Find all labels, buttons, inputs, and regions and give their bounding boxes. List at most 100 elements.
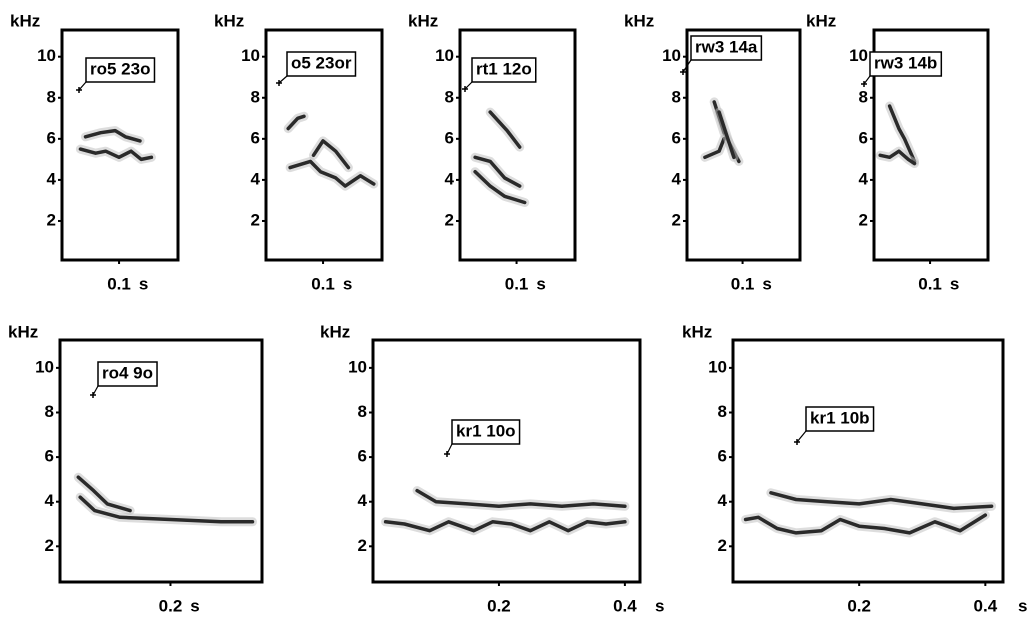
panel-label: rw3 14b xyxy=(874,53,937,72)
y-tick-label: 2 xyxy=(672,210,681,229)
trace xyxy=(717,110,736,160)
x-axis-unit: s xyxy=(1018,596,1027,615)
x-axis-unit: s xyxy=(950,274,959,293)
y-tick-label: 6 xyxy=(445,128,454,147)
x-tick-label: 0.2 xyxy=(159,596,183,615)
y-tick-label: 8 xyxy=(445,87,454,106)
label-leader xyxy=(682,59,692,73)
panel: kHz 2 4 6 8 10 0.1 s rw3 14b xyxy=(806,11,990,293)
panel: kHz 2 4 6 8 10 0.2 s ro4 9o xyxy=(8,322,264,615)
trace xyxy=(286,114,306,131)
trace xyxy=(415,488,627,508)
x-tick-label: 0.2 xyxy=(487,596,511,615)
y-tick-label: 6 xyxy=(45,447,54,466)
trace xyxy=(383,520,627,533)
x-tick-label: 0.1 xyxy=(505,274,529,293)
panel-label: kr1 10o xyxy=(456,421,516,440)
frame xyxy=(371,338,642,584)
y-tick-label: 8 xyxy=(251,87,260,106)
y-tick-label: 10 xyxy=(662,46,681,65)
y-tick-label: 6 xyxy=(47,128,56,147)
x-tick-label: 0.2 xyxy=(847,596,871,615)
trace xyxy=(703,137,726,160)
panel-label: ro5 23o xyxy=(90,59,150,78)
y-tick-label: 10 xyxy=(708,357,727,376)
label-box xyxy=(805,406,875,432)
x-axis-unit: s xyxy=(139,274,148,293)
panel-label: ro4 9o xyxy=(102,363,153,382)
label-leader xyxy=(78,81,87,91)
x-axis-unit: s xyxy=(655,596,664,615)
y-tick-label: 10 xyxy=(435,46,454,65)
label-leader xyxy=(92,385,99,396)
y-tick-label: 8 xyxy=(672,87,681,106)
panel-label: rw3 14a xyxy=(695,37,758,56)
y-tick-label: 10 xyxy=(35,357,54,376)
x-tick-label: 0.4 xyxy=(613,596,637,615)
y-tick-label: 6 xyxy=(358,447,367,466)
y-tick-label: 6 xyxy=(859,128,868,147)
trace xyxy=(769,491,994,511)
y-tick-label: 8 xyxy=(718,402,727,421)
label-leader xyxy=(278,75,288,84)
x-tick-label: 0.1 xyxy=(311,274,335,293)
label-box xyxy=(471,57,537,83)
panel: kHz 2 4 6 8 10 0.1 s rw3 14a xyxy=(624,11,802,293)
trace xyxy=(743,513,988,535)
y-axis-label: kHz xyxy=(806,11,836,30)
y-tick-label: 4 xyxy=(672,169,682,188)
panel-label: kr1 10b xyxy=(810,408,870,427)
y-tick-label: 8 xyxy=(358,402,367,421)
y-tick-label: 8 xyxy=(45,402,54,421)
y-tick-label: 4 xyxy=(859,169,869,188)
label-leader xyxy=(796,430,807,443)
panel: kHz 2 4 6 8 10 0.1 s ro5 23o xyxy=(10,11,180,293)
trace xyxy=(311,139,351,170)
label-leader xyxy=(464,81,473,90)
label-leader xyxy=(863,75,871,85)
y-tick-label: 4 xyxy=(718,491,728,510)
label-box xyxy=(85,57,156,83)
x-tick-label: 0.1 xyxy=(107,274,131,293)
trace xyxy=(78,495,255,524)
y-tick-label: 4 xyxy=(358,491,368,510)
y-tick-label: 2 xyxy=(45,536,54,555)
label-box xyxy=(451,419,521,445)
frame xyxy=(685,28,802,262)
y-tick-label: 2 xyxy=(47,210,56,229)
y-tick-label: 2 xyxy=(718,536,727,555)
y-axis-label: kHz xyxy=(8,322,38,341)
y-axis-label: kHz xyxy=(408,11,438,30)
trace xyxy=(83,128,142,143)
trace xyxy=(78,147,154,162)
trace xyxy=(288,159,376,188)
y-axis-label: kHz xyxy=(320,322,350,341)
y-tick-label: 10 xyxy=(241,46,260,65)
panel: kHz 2 4 6 8 10 0.2 0.4 s kr1 10o xyxy=(320,322,664,615)
x-tick-label: 0.1 xyxy=(918,274,942,293)
panel: kHz 2 4 6 8 10 0.1 s o5 23or xyxy=(214,11,384,293)
trace xyxy=(473,155,522,188)
frame xyxy=(58,338,264,584)
y-tick-label: 8 xyxy=(47,87,56,106)
label-box xyxy=(97,361,158,387)
y-tick-label: 6 xyxy=(718,447,727,466)
trace xyxy=(76,475,132,513)
label-box xyxy=(869,51,943,77)
frame xyxy=(731,338,1005,584)
trace xyxy=(878,149,917,166)
y-tick-label: 4 xyxy=(445,169,455,188)
y-tick-label: 2 xyxy=(859,210,868,229)
trace xyxy=(473,169,527,205)
y-tick-label: 6 xyxy=(672,128,681,147)
y-tick-label: 6 xyxy=(251,128,260,147)
y-tick-label: 8 xyxy=(859,87,868,106)
x-axis-unit: s xyxy=(343,274,352,293)
panel-label: rt1 12o xyxy=(476,59,532,78)
trace xyxy=(887,104,917,164)
x-axis-unit: s xyxy=(190,596,199,615)
label-box xyxy=(690,35,763,61)
y-tick-label: 4 xyxy=(45,491,55,510)
y-tick-label: 4 xyxy=(47,169,57,188)
